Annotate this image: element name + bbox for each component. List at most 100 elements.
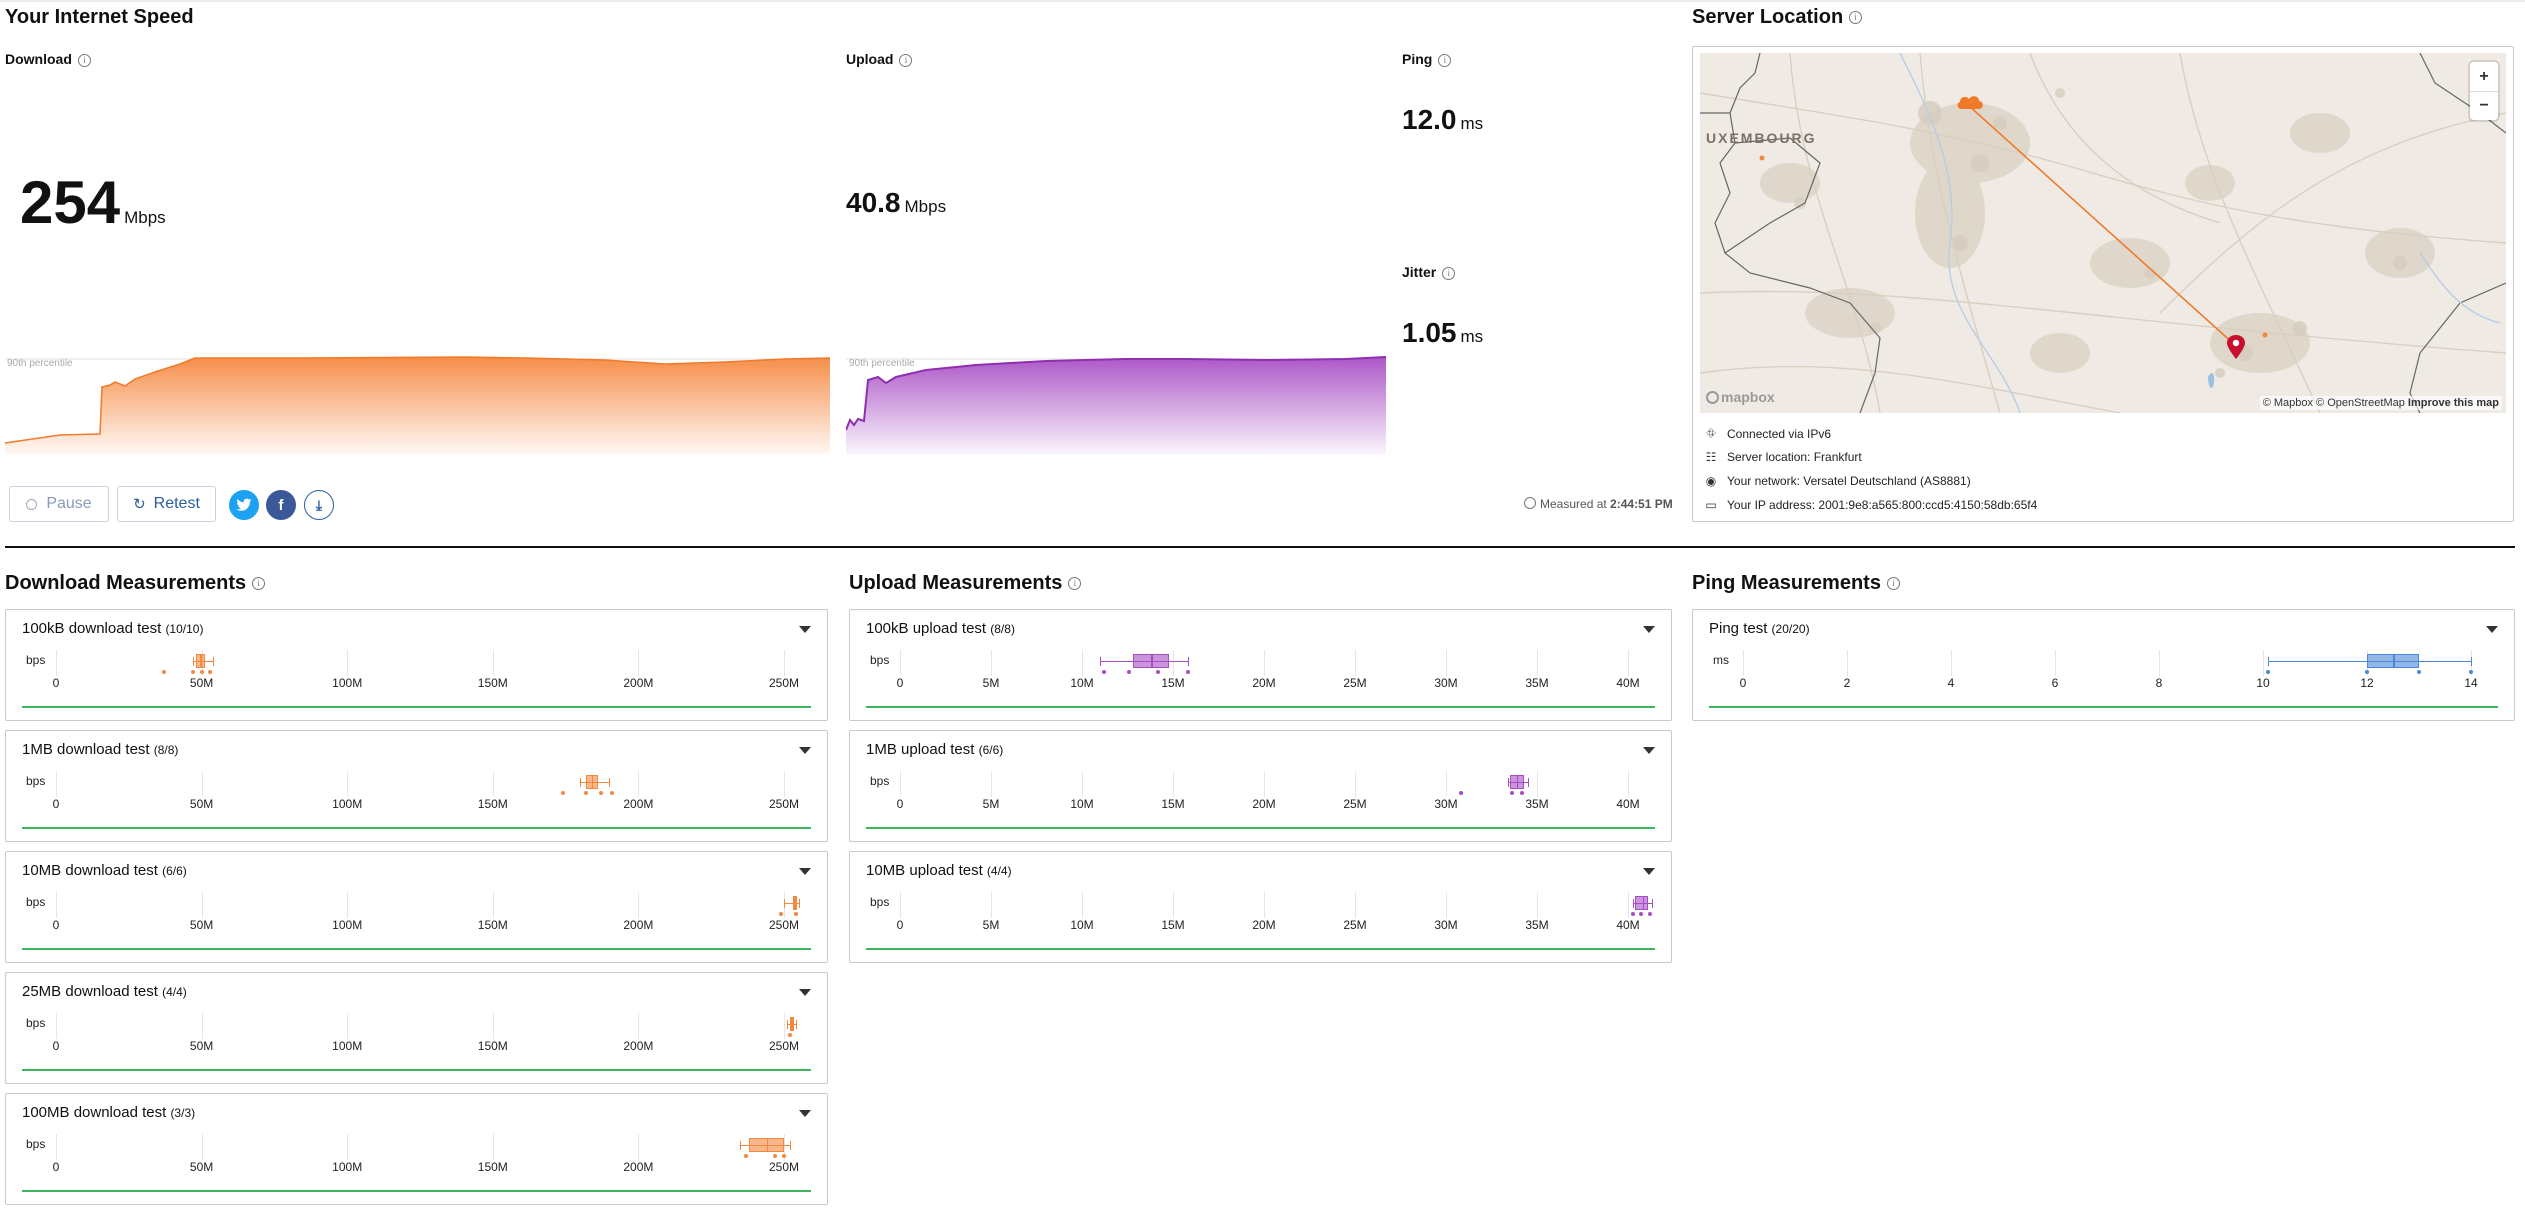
clock-icon [1524, 497, 1536, 509]
whisker-cap [1100, 657, 1102, 666]
improve-map-link[interactable]: Improve this map [2407, 397, 2499, 409]
axis-tick-label: 10M [1070, 918, 1094, 932]
upload-percentile-label: 90th percentile [849, 358, 915, 369]
axis-tick-label: 0 [896, 918, 904, 932]
sample-dot [773, 1154, 778, 1158]
sample-dot [560, 791, 565, 795]
info-icon[interactable]: i [1886, 577, 1900, 591]
axis-tick-label: 12 [2360, 676, 2374, 690]
info-icon[interactable]: i [1068, 577, 1082, 591]
sample-dot [1458, 791, 1463, 795]
whisker-cap [1187, 657, 1189, 666]
chevron-down-icon[interactable] [799, 868, 811, 875]
info-icon[interactable]: i [1442, 266, 1456, 280]
server-map[interactable]: UXEMBOURG + − mapbox © Mapbox © OpenStre… [1700, 53, 2506, 413]
axis-unit-label: bps [870, 653, 890, 667]
info-icon[interactable]: i [1438, 53, 1452, 67]
test-count: (4/4) [986, 864, 1012, 878]
test-name: 25MB download test [22, 983, 158, 1000]
axis-tick-label: 5M [982, 797, 1000, 811]
gridline [1446, 650, 1447, 676]
zoom-out-button[interactable]: − [2479, 97, 2489, 114]
attribution-text[interactable]: © Mapbox © OpenStreetMap [2262, 397, 2405, 409]
measured-at: Measured at 2:44:51 PM [1524, 497, 1673, 511]
gridline [56, 771, 57, 797]
gridline [492, 1013, 494, 1039]
axis-tick-label: 4 [1947, 676, 1955, 690]
mapbox-logo-icon [1706, 391, 1719, 404]
gridline [347, 892, 349, 918]
gridline [1951, 650, 1952, 676]
gridline [1355, 650, 1356, 676]
box-plot-box [1635, 896, 1648, 910]
gridline [1264, 892, 1265, 918]
info-icon[interactable]: i [899, 53, 913, 67]
info-icon[interactable]: i [77, 53, 91, 67]
whisker-cap [580, 778, 582, 787]
gridline [492, 892, 494, 918]
sample-dot [2417, 670, 2421, 674]
gridline [784, 1013, 785, 1039]
chevron-down-icon[interactable] [799, 989, 811, 996]
axis-tick-label: 200M [623, 1039, 654, 1053]
gridline [56, 1134, 57, 1160]
facebook-share-button[interactable]: f [266, 490, 296, 520]
whisker-cap [1527, 778, 1529, 787]
download-test-title: 1MB download test (8/8) [22, 741, 178, 758]
sample-dot [1647, 912, 1652, 916]
sample-dot [583, 791, 588, 795]
axis-tick-label: 100M [332, 797, 363, 811]
sample-dot [1509, 791, 1514, 795]
sample-dot [1520, 791, 1525, 795]
download-test-title: 100MB download test (3/3) [22, 1104, 195, 1121]
download-measurements-title: Download Measurements i [5, 572, 266, 595]
axis-tick-label: 50M [189, 918, 214, 932]
zoom-in-button[interactable]: + [2470, 62, 2498, 92]
chevron-down-icon[interactable] [799, 626, 811, 633]
gridline [1355, 892, 1356, 918]
download-results-button[interactable]: ⤓ [304, 490, 334, 520]
pause-button[interactable]: Pause [9, 486, 109, 522]
test-name: Ping test [1709, 620, 1768, 637]
retest-button[interactable]: ↻ Retest [117, 486, 216, 522]
info-icon[interactable]: i [252, 577, 266, 591]
chevron-down-icon[interactable] [2486, 626, 2498, 633]
upload-test-card: 10MB upload test (4/4) bps 0 5M 10M 15M 20M 25M… [849, 851, 1672, 963]
gridline [1173, 650, 1174, 676]
progress-complete-line [866, 706, 1655, 708]
axis-tick-label: 100M [332, 918, 363, 932]
axis-tick-label: 10M [1070, 676, 1094, 690]
gridline [56, 650, 57, 676]
axis-tick-label: 35M [1525, 797, 1549, 811]
chevron-down-icon[interactable] [1643, 626, 1655, 633]
chevron-down-icon[interactable] [799, 747, 811, 754]
box-plot-box [195, 654, 205, 668]
server-location-text: Server location: Frankfurt [1727, 450, 1862, 464]
gridline [1847, 650, 1848, 676]
gridline [638, 892, 640, 918]
server-location-card [1692, 46, 2514, 522]
mapbox-logo[interactable]: mapbox [1706, 389, 1775, 405]
axis-tick-label: 5M [982, 918, 1000, 932]
axis-tick-label: 25M [1343, 918, 1367, 932]
test-name: 100kB download test [22, 620, 162, 637]
test-name: 1MB upload test [866, 741, 975, 758]
chevron-down-icon[interactable] [1643, 868, 1655, 875]
upload-test-title: 100kB upload test (8/8) [866, 620, 1015, 637]
gridline [1082, 892, 1083, 918]
axis-tick-label: 0 [896, 676, 904, 690]
axis-tick-label: 14 [2464, 676, 2478, 690]
chevron-down-icon[interactable] [799, 1110, 811, 1117]
upload-test-card: 100kB upload test (8/8) bps 0 5M 10M 15M 20M 25… [849, 609, 1672, 721]
axis-tick-label: 20M [1252, 676, 1276, 690]
axis-tick-label: 100M [332, 676, 363, 690]
chevron-down-icon[interactable] [1643, 747, 1655, 754]
twitter-share-button[interactable] [229, 490, 259, 520]
section-divider [5, 546, 2515, 548]
axis-unit-label: ms [1713, 653, 1729, 667]
sample-dot [1127, 670, 1132, 674]
sample-dot [2365, 670, 2369, 674]
info-icon[interactable]: i [1849, 11, 1863, 25]
server-section-title: Server Location i [1692, 6, 1863, 29]
axis-tick-label: 50M [189, 797, 214, 811]
